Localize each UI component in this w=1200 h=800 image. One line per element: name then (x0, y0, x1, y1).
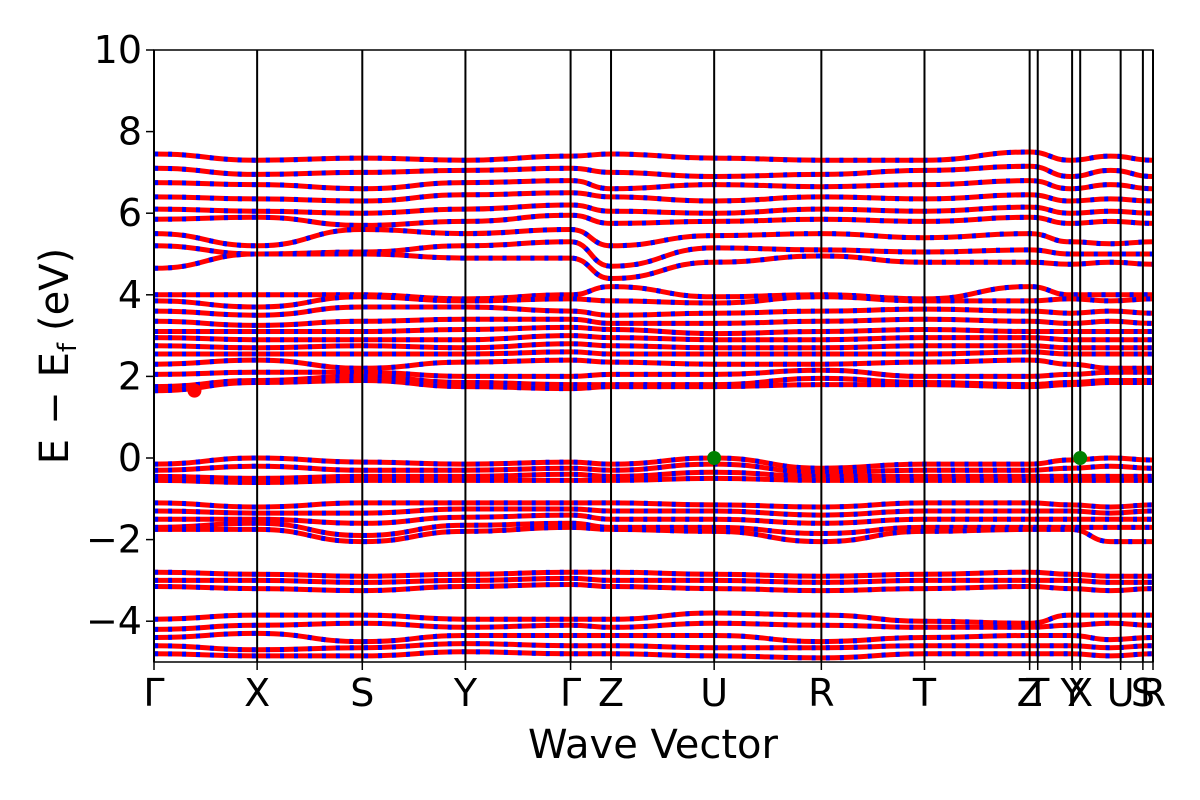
band-line-overlay (154, 524, 1153, 545)
band-line (154, 461, 1153, 475)
band-line-overlay (154, 239, 1153, 269)
y-tick-label: 8 (118, 110, 142, 154)
x-tick-label: R (808, 671, 834, 715)
band-line (154, 202, 1153, 216)
band-line (154, 512, 1153, 526)
band-line (154, 630, 1153, 645)
x-tick-label: Y (453, 671, 478, 715)
band-extremum-marker (187, 383, 202, 398)
band-line (154, 333, 1153, 343)
y-axis-ticks: 10 8 6 4 2 0 −2 −4 (86, 28, 154, 643)
band-line (154, 324, 1153, 337)
y-tick-label: 6 (118, 191, 142, 235)
band-line-overlay (154, 294, 1153, 310)
band-line (154, 641, 1153, 653)
y-tick-label: −2 (86, 518, 142, 562)
x-tick-label: U (700, 671, 728, 715)
band-line (154, 620, 1153, 632)
band-line (154, 500, 1153, 510)
band-line (154, 575, 1153, 585)
x-tick-label: Γ (560, 671, 581, 715)
x-tick-label: X (1067, 671, 1093, 715)
y-tick-label: 4 (118, 273, 142, 317)
band-line-overlay (154, 520, 1153, 539)
band-line (154, 190, 1153, 204)
x-axis-ticks: Γ X S Y Γ Z U R T ZT YX USR (143, 662, 1166, 715)
band-line-overlay (154, 251, 1153, 282)
band-line (154, 341, 1153, 351)
band-line (154, 367, 1153, 379)
y-axis-title: E−Ef(eV) (32, 248, 83, 464)
band-line (154, 506, 1153, 518)
band-line (154, 357, 1153, 371)
x-tick-label: Γ (143, 671, 164, 715)
band-line (154, 149, 1153, 163)
band-line (154, 226, 1153, 249)
band-line (154, 475, 1153, 486)
band-line (154, 284, 1153, 302)
band-line (154, 469, 1153, 481)
y-tick-label: 10 (94, 28, 142, 72)
band-lines (154, 149, 1153, 661)
x-tick-label: S (1131, 671, 1155, 715)
x-axis-title: Wave Vector (528, 722, 779, 768)
band-line (154, 581, 1153, 594)
x-tick-label: R (1140, 671, 1166, 715)
x-tick-label: Z (1017, 671, 1043, 715)
x-tick-label: U (1107, 671, 1135, 715)
band-line (154, 569, 1153, 579)
y-tick-label: 2 (118, 354, 142, 398)
band-extremum-marker (1073, 451, 1088, 465)
x-tick-label: T (912, 671, 937, 715)
x-tick-label: S (350, 671, 374, 715)
band-line (154, 377, 1153, 394)
band-line (154, 349, 1153, 357)
y-tick-label: −4 (86, 599, 142, 643)
band-line (154, 316, 1153, 328)
band-line (154, 178, 1153, 192)
plot-frame (153, 49, 1154, 663)
x-tick-label: X (244, 671, 270, 715)
band-line (154, 649, 1153, 661)
band-line (154, 212, 1153, 228)
x-tick-label: Z (598, 671, 624, 715)
band-extremum-marker (707, 451, 722, 465)
x-tick-label: T (1025, 671, 1050, 715)
x-tick-label: Y (1059, 671, 1084, 715)
band-line (154, 455, 1153, 471)
extremum-markers (187, 383, 1088, 465)
band-line (154, 304, 1153, 318)
y-tick-label: 0 (118, 436, 142, 480)
band-line (154, 294, 1153, 310)
band-line (154, 163, 1153, 180)
band-line (154, 610, 1153, 626)
